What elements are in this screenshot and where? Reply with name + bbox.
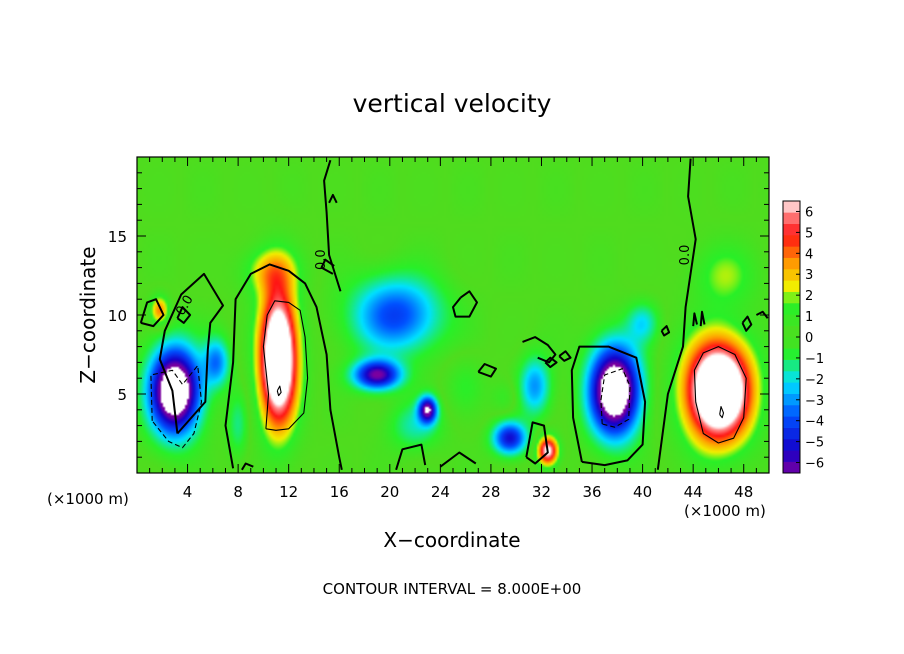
colorbar-tick-label: −1 — [805, 352, 824, 367]
x-tick-label: 48 — [734, 483, 753, 501]
contour-line — [544, 356, 558, 369]
contour-line — [741, 315, 753, 332]
colorbar-tick-label: −3 — [805, 394, 824, 409]
colorbar-swatch — [783, 405, 800, 417]
colorbar-swatch — [783, 303, 800, 315]
colorbar-swatch — [783, 416, 800, 428]
colorbar-swatch — [783, 450, 800, 462]
colorbar-swatch — [783, 461, 800, 474]
y-axis-ticks: 5 10 15 — [108, 172, 769, 458]
contour-line — [320, 258, 335, 275]
contour-line — [558, 350, 572, 362]
x-unit-label-right: (×1000 m) — [684, 502, 766, 520]
colorbar-swatch — [783, 337, 800, 349]
colorbar-tick-label: −5 — [805, 436, 824, 451]
colorbar-swatch — [783, 371, 800, 383]
contour-line — [699, 310, 706, 327]
contour-label: 0.0 — [678, 245, 693, 266]
colorbar-swatch — [783, 382, 800, 394]
x-tick-label: 24 — [431, 483, 450, 501]
colorbar-swatch — [783, 439, 800, 451]
colorbar-swatch — [783, 359, 800, 372]
x-tick-label: 28 — [481, 483, 500, 501]
colorbar-tick-label: 1 — [805, 310, 813, 325]
colorbar-swatch — [783, 212, 800, 224]
colorbar-swatch — [783, 427, 800, 440]
colorbar-swatch — [783, 201, 800, 213]
colorbar-tick-label: −2 — [805, 373, 824, 388]
colorbar-tick-label: −4 — [805, 415, 824, 430]
contour-line — [570, 345, 647, 467]
colorbar-tick-label: −6 — [805, 457, 824, 472]
contour-line — [693, 346, 747, 444]
y-axis-label: Z−coordinate — [76, 246, 100, 383]
colorbar-tick-label: 4 — [805, 247, 813, 262]
contour-lines — [139, 158, 769, 471]
x-tick-label: 44 — [684, 483, 703, 501]
x-axis-label: X−coordinate — [383, 528, 520, 552]
chart-title: vertical velocity — [353, 89, 552, 118]
x-tick-label: 8 — [233, 483, 243, 501]
colorbar-swatch — [783, 280, 800, 292]
contour-line — [241, 462, 254, 471]
contour-line — [158, 272, 224, 435]
colorbar-tick-label: 0 — [805, 331, 813, 346]
y-tick-label: 10 — [108, 307, 127, 325]
contour-line — [262, 300, 309, 431]
contour-line — [656, 158, 697, 470]
contour-line — [477, 363, 497, 378]
heatmap-field — [137, 157, 769, 473]
colorbar-swatch — [783, 269, 800, 281]
colorbar-swatch — [783, 223, 800, 236]
colorbar-tick-label: 5 — [805, 226, 813, 241]
contour-line — [439, 451, 477, 468]
contour-line — [328, 193, 338, 204]
contour-line — [395, 443, 427, 471]
colorbar-swatch — [783, 393, 800, 406]
colorbar-swatch — [783, 257, 800, 270]
x-tick-label: 40 — [633, 483, 652, 501]
colorbar-swatch — [783, 325, 800, 338]
x-tick-label: 16 — [330, 483, 349, 501]
colorbar-tick-label: 6 — [805, 205, 813, 220]
x-tick-label: 12 — [279, 483, 298, 501]
y-tick-label: 5 — [117, 386, 127, 404]
x-tick-label: 36 — [582, 483, 601, 501]
colorbar-swatch — [783, 314, 800, 326]
contour-line — [323, 159, 342, 292]
colorbar-tick-label: 2 — [805, 289, 813, 304]
contour-line — [150, 365, 203, 449]
contour-line — [600, 368, 631, 428]
y-tick-label: 15 — [108, 228, 127, 246]
colorbar-swatch — [783, 348, 800, 360]
colorbar: 6 5 4 3 2 1 0 −1 −2 −3 −4 −5 −6 — [782, 200, 824, 474]
contour-line — [176, 306, 192, 324]
contour-line — [660, 325, 671, 337]
contour-line — [276, 385, 282, 397]
contour-line — [139, 298, 165, 328]
colorbar-swatch — [783, 246, 800, 258]
contour-interval-note: CONTOUR INTERVAL = 8.000E+00 — [323, 580, 582, 598]
x-unit-label-left: (×1000 m) — [47, 490, 129, 508]
contour-line — [692, 312, 698, 327]
contour-line — [224, 263, 343, 471]
contour-line — [452, 290, 478, 318]
contour-line — [719, 406, 725, 419]
contour-line — [525, 421, 549, 465]
colorbar-tick-label: 3 — [805, 268, 813, 283]
x-axis-ticks: 4 8 12 16 20 24 28 32 36 40 44 48 — [149, 157, 757, 501]
colorbar-swatch — [783, 291, 800, 304]
contour-label: 0.0 — [314, 249, 329, 270]
contour-line — [755, 310, 769, 319]
x-tick-label: 32 — [532, 483, 551, 501]
x-tick-label: 4 — [183, 483, 193, 501]
x-tick-label: 20 — [380, 483, 399, 501]
colorbar-swatch — [783, 235, 800, 247]
